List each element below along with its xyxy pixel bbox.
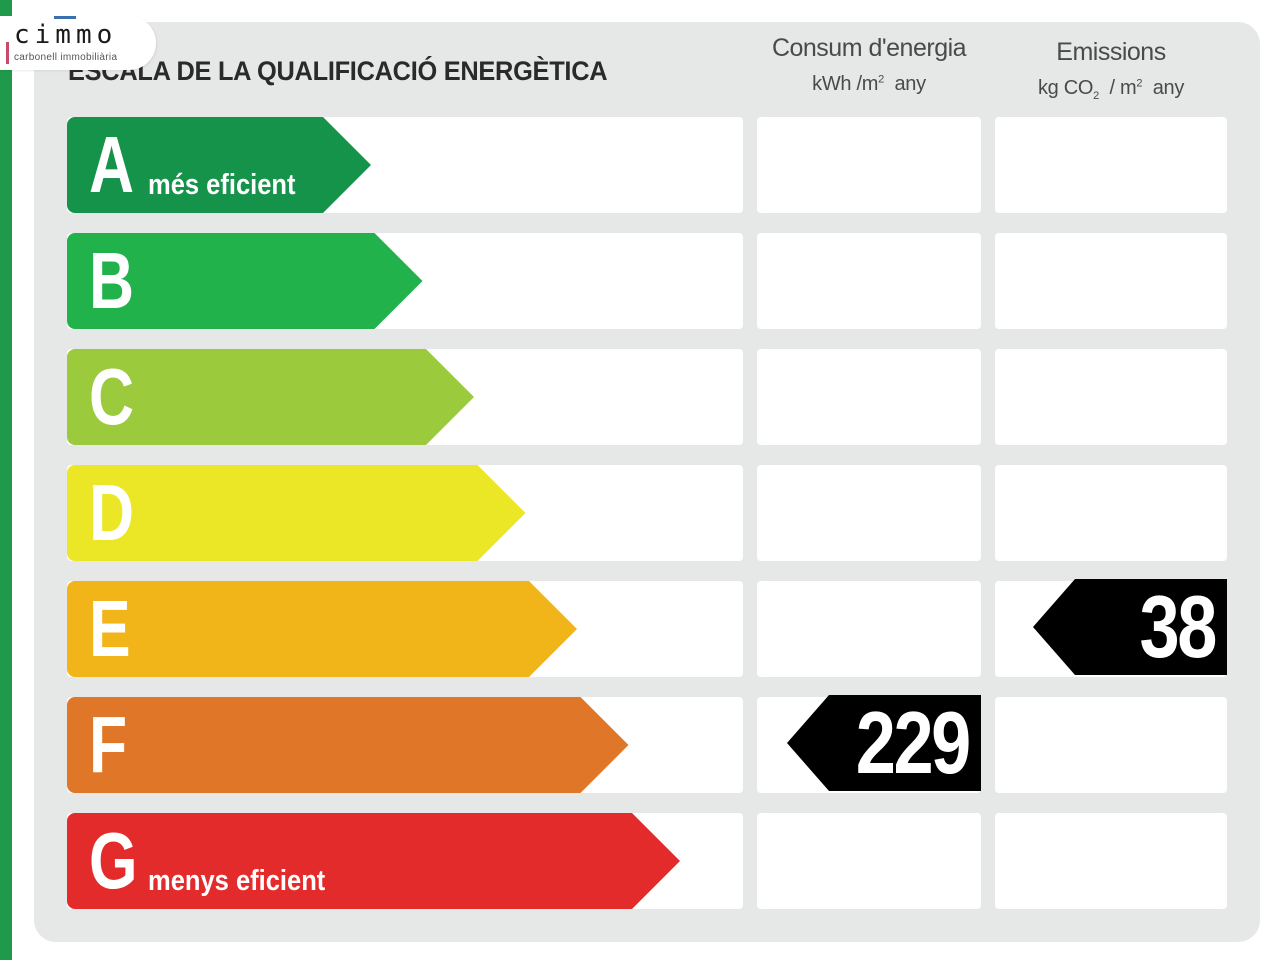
rating-arrow-f: F: [67, 697, 629, 793]
left-accent-stripe: [0, 0, 12, 960]
column-header-emissions: Emissions kg CO2 / m2 any: [995, 38, 1227, 102]
energy-rating-marker: 229: [787, 695, 981, 791]
emissions-rating-marker: 38: [1033, 579, 1227, 675]
energy-cell-c: [757, 349, 981, 445]
column-title-energy: Consum d'energia: [771, 34, 967, 62]
emissions-rating-value: 38: [1139, 577, 1218, 676]
energy-cell-a: [757, 117, 981, 213]
rating-arrow-e: E: [67, 581, 577, 677]
rating-letter-b: B: [89, 236, 135, 325]
energy-cell-g: [757, 813, 981, 909]
logo-name: cimmo: [14, 20, 118, 50]
rating-letter-c: C: [89, 352, 135, 441]
logo-subtitle: carbonell immobiliària: [14, 52, 118, 63]
rating-letter-a: A: [89, 120, 135, 209]
emissions-cell-g: [995, 813, 1227, 909]
emissions-cell-d: [995, 465, 1227, 561]
energy-rating-value: 229: [855, 693, 971, 792]
logo-accent-bar: [6, 42, 9, 64]
column-unit-emissions: kg CO2 / m2 any: [1037, 77, 1185, 102]
company-logo[interactable]: cimmo carbonell immobiliària: [0, 16, 156, 70]
emissions-cell-f: [995, 697, 1227, 793]
rating-note-a: més eficient: [148, 169, 296, 201]
rating-arrow-b: B: [67, 233, 423, 329]
rating-letter-e: E: [89, 584, 131, 673]
column-unit-energy: kWh /m2 any: [812, 73, 926, 95]
column-title-emissions: Emissions: [1056, 38, 1166, 66]
energy-cell-d: [757, 465, 981, 561]
column-header-energy: Consum d'energia kWh /m2 any: [757, 34, 981, 96]
rating-letter-g: G: [89, 816, 138, 905]
chart-title: ESCALA DE LA QUALIFICACIÓ ENERGÈTICA: [68, 56, 608, 86]
energy-cell-e: [757, 581, 981, 677]
rating-letter-d: D: [89, 468, 135, 557]
emissions-cell-c: [995, 349, 1227, 445]
rating-arrow-d: D: [67, 465, 526, 561]
emissions-cell-a: [995, 117, 1227, 213]
energy-cell-b: [757, 233, 981, 329]
logo-accent-top: [54, 16, 76, 19]
rating-note-g: menys eficient: [148, 865, 326, 897]
emissions-cell-b: [995, 233, 1227, 329]
rating-letter-f: F: [89, 700, 128, 789]
rating-arrow-c: C: [67, 349, 474, 445]
